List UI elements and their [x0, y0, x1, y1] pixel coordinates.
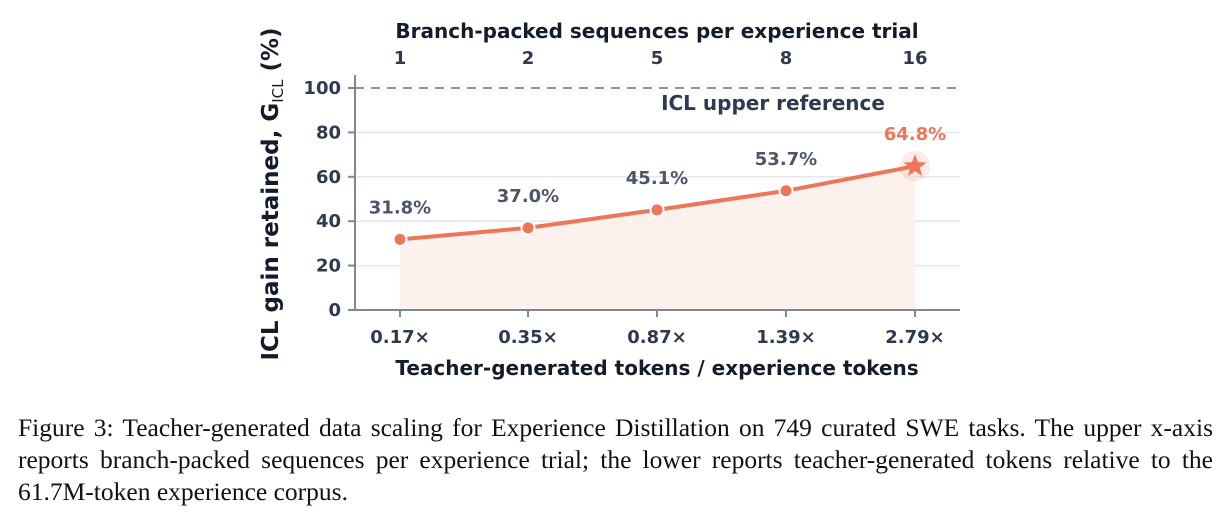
data-point: [520, 220, 536, 236]
bottom-axis-title: Teacher-generated tokens / experience to…: [395, 356, 918, 380]
line-chart: ICL upper reference 31.8% 37.0% 45.1% 53.7%…: [258, 19, 960, 380]
data-point: [649, 202, 665, 218]
y-tick-label: 40: [316, 211, 341, 232]
y-axis-title-subscript: ICL: [269, 79, 287, 103]
bottom-tick-label: 0.87×: [627, 327, 687, 348]
y-axis-title-unit: (%): [258, 27, 284, 79]
data-labels: 31.8% 37.0% 45.1% 53.7% 64.8%: [369, 124, 946, 218]
figure-caption: Figure 3: Teacher-generated data scaling…: [18, 412, 1213, 508]
bottom-tick-label: 1.39×: [756, 327, 816, 348]
bottom-tick-label: 2.79×: [885, 327, 945, 348]
caption-text: Teacher-generated data scaling for Exper…: [18, 413, 1213, 506]
bottom-tick-label: 0.35×: [498, 327, 558, 348]
y-axis-title: ICL gain retained, GICL (%): [258, 27, 287, 360]
y-tick-label: 20: [316, 256, 341, 277]
y-tick-label: 80: [316, 122, 341, 143]
data-point: [778, 183, 794, 199]
top-tick-label: 16: [902, 48, 927, 69]
y-tick-label: 100: [303, 78, 341, 99]
data-label: 31.8%: [369, 197, 431, 218]
figure-label: Figure 3:: [18, 413, 114, 442]
data-point-star: [903, 154, 927, 176]
tick-labels: 0 20 40 60 80 100 0.17× 0.35× 0.87× 1.39× 2.79× 1 2 5…: [303, 48, 944, 348]
top-tick-label: 1: [394, 48, 407, 69]
bottom-tick-label: 0.17×: [370, 327, 430, 348]
axes: [348, 75, 960, 317]
top-axis-title: Branch-packed sequences per experience t…: [395, 19, 918, 43]
y-tick-label: 60: [316, 167, 341, 188]
top-tick-label: 5: [651, 48, 664, 69]
y-tick-label: 0: [328, 300, 341, 321]
data-points: [392, 151, 930, 247]
data-label: 45.1%: [626, 168, 688, 189]
y-axis-title-main: ICL gain retained, G: [258, 103, 284, 361]
data-label: 64.8%: [884, 124, 946, 145]
reference-line-label: ICL upper reference: [661, 91, 885, 115]
top-tick-label: 2: [522, 48, 535, 69]
data-point: [392, 231, 408, 247]
data-label: 53.7%: [755, 149, 817, 170]
area-fill: [400, 166, 915, 310]
data-label: 37.0%: [497, 186, 559, 207]
top-tick-label: 8: [780, 48, 793, 69]
